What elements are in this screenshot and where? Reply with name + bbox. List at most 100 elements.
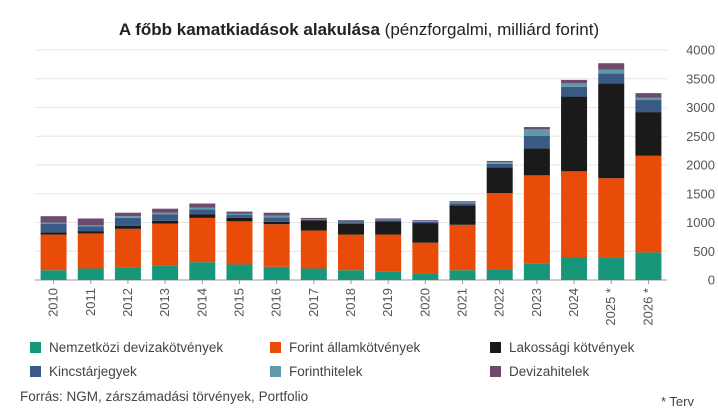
bar-segment <box>375 221 402 235</box>
y-tick-label: 1500 <box>686 186 715 201</box>
bar-segment <box>338 222 364 224</box>
legend-item: Forint államkötvények <box>270 340 420 355</box>
y-tick-label: 0 <box>708 273 715 288</box>
bar-segment <box>77 226 104 232</box>
legend-item: Lakossági kötvények <box>490 340 634 355</box>
bar-segment <box>598 178 625 258</box>
bar-segment <box>449 201 476 203</box>
bar-segment <box>300 219 327 220</box>
bar-segment <box>77 218 104 226</box>
bar-segment <box>486 160 513 163</box>
bar-segment <box>561 257 588 280</box>
bar-segment <box>300 268 327 280</box>
bars-layer <box>40 63 662 280</box>
x-tick-label: 2011 <box>83 288 98 316</box>
bar-segment <box>40 223 67 233</box>
y-tick-label: 3500 <box>686 71 715 86</box>
bar-segment <box>523 129 550 136</box>
bar-segment <box>77 233 104 269</box>
bar-segment <box>338 220 364 222</box>
bar-segment <box>226 264 253 280</box>
bar-segment <box>486 162 513 164</box>
bar-segment <box>114 217 141 226</box>
x-tick-label: 2016 <box>269 288 284 317</box>
bar-segment <box>375 218 402 220</box>
x-tick-label: 2017 <box>306 288 321 317</box>
legend-swatch <box>30 366 41 377</box>
bar-segment <box>77 225 104 227</box>
bar-segment <box>523 175 550 264</box>
bar-segment <box>635 155 662 253</box>
x-tick-label: 2019 <box>380 288 395 317</box>
x-tick-label: 2014 <box>194 288 209 317</box>
x-tick-label: 2022 <box>492 288 507 317</box>
bar-segment <box>635 112 662 156</box>
bar-segment <box>598 257 625 280</box>
bar-segment <box>375 219 402 221</box>
bar-segment <box>561 171 588 257</box>
legend-swatch <box>270 342 281 353</box>
bar-segment <box>412 273 439 280</box>
bar-segment <box>152 220 179 224</box>
bar-segment <box>412 220 439 222</box>
bar-segment <box>338 270 364 280</box>
bar-segment <box>449 270 476 280</box>
bar-segment <box>189 207 216 210</box>
legend-swatch <box>270 366 281 377</box>
legend-label: Forint államkötvények <box>289 340 421 355</box>
y-tick-label: 3000 <box>686 100 715 115</box>
bar-segment <box>635 93 662 98</box>
bar-segment <box>635 97 662 101</box>
bar-segment <box>189 214 216 218</box>
bar-segment <box>598 73 625 84</box>
bar-segment <box>40 222 67 224</box>
bar-segment <box>263 217 290 222</box>
legend-item: Forinthitelek <box>270 364 363 379</box>
bar-segment <box>561 79 588 84</box>
bar-segment <box>152 223 179 266</box>
legend-label: Kincstárjegyek <box>49 364 137 379</box>
legend-swatch <box>490 342 501 353</box>
bar-segment <box>114 216 141 218</box>
bar-segment <box>486 167 513 194</box>
bar-segment <box>226 217 253 222</box>
x-tick-label: 2015 <box>231 288 246 317</box>
bar-segment <box>375 271 402 280</box>
bar-segment <box>449 224 476 271</box>
x-tick-label: 2025 * <box>603 288 618 326</box>
bar-segment <box>375 220 402 222</box>
y-axis-ticks: 0 500 1000 1500 2000 2500 3000 3500 4000 <box>686 43 715 288</box>
bar-segment <box>375 234 402 272</box>
bar-segment <box>40 270 67 280</box>
bar-segment <box>40 216 67 223</box>
bar-segment <box>40 232 67 235</box>
bar-segment <box>486 163 513 168</box>
x-tick-label: 2012 <box>120 288 135 317</box>
legend-item: Nemzetközi devizakötvények <box>30 340 223 355</box>
chart-title-bold: A főbb kamatkiadások alakulása <box>118 20 380 39</box>
bar-segment <box>338 234 364 271</box>
x-tick-label: 2023 <box>529 288 544 317</box>
y-tick-label: 2500 <box>686 129 715 144</box>
bar-segment <box>598 63 625 70</box>
x-tick-label: 2010 <box>46 288 61 317</box>
y-tick-label: 500 <box>693 244 715 259</box>
bar-segment <box>263 212 290 216</box>
bar-segment <box>152 265 179 280</box>
bar-segment <box>598 83 625 179</box>
bar-segment <box>523 127 550 130</box>
x-axis-ticks: 2010 2011 2012 2013 2014 2015 2016 2017 2018 2019… <box>46 280 655 326</box>
chart-title-rest: (pénzforgalmi, milliárd forint) <box>379 20 600 39</box>
bar-segment <box>226 213 253 216</box>
bar-segment <box>486 269 513 280</box>
legend-swatch <box>490 366 501 377</box>
bar-segment <box>449 203 476 206</box>
bar-segment <box>300 219 327 221</box>
bar-segment <box>114 267 141 280</box>
x-tick-label: 2024 <box>566 288 581 317</box>
bar-segment <box>412 242 439 274</box>
y-tick-label: 1000 <box>686 215 715 230</box>
bar-segment <box>263 221 290 225</box>
bar-segment <box>152 208 179 213</box>
